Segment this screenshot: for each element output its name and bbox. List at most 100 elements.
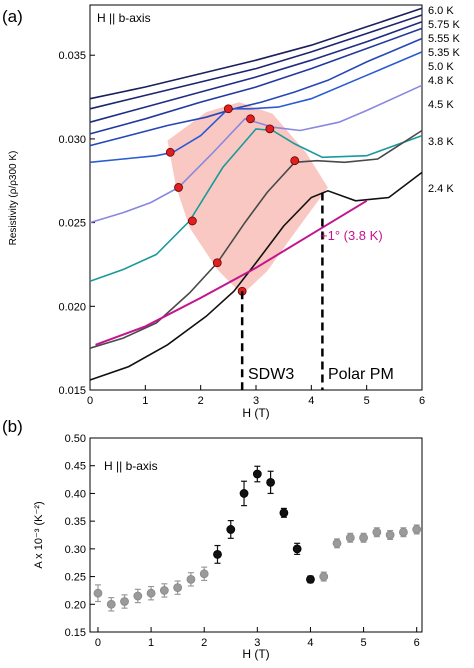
data-point (186, 574, 196, 584)
transition-point (212, 258, 222, 268)
y-tick-label-b: 0.20 (65, 599, 86, 611)
series-line (89, 27, 423, 135)
x-tick-label-a: 1 (142, 395, 148, 407)
y-tick-label-a: 0.025 (58, 218, 86, 230)
data-point (252, 469, 262, 479)
series-line (89, 128, 423, 282)
transition-point (265, 124, 275, 134)
data-point (159, 586, 169, 595)
panel-label-a: (a) (2, 7, 23, 26)
x-tick-label-b: 6 (414, 637, 420, 649)
series-line (89, 129, 423, 349)
panel-b: (b) 0 1 2 3 4 5 60.150.200.250.300.350.400.450… (2, 417, 423, 661)
temperature-label: 5.55 K (428, 33, 460, 45)
phase-label-polar-pm: Polar PM (328, 366, 394, 383)
data-point (120, 597, 129, 606)
data-points-b (93, 465, 422, 612)
data-point (266, 477, 276, 487)
data-point (292, 544, 302, 554)
data-point (332, 538, 342, 548)
y-tick-label-b: 0.30 (65, 544, 86, 556)
x-tick-label-b: 0 (95, 637, 101, 649)
series-lines-a (89, 7, 423, 381)
transition-point (174, 183, 183, 192)
phase-boundaries-a (240, 192, 324, 390)
series-line (89, 84, 423, 224)
temperature-label: 5.75 K (428, 19, 460, 31)
annotation-b: H || b-axis (104, 459, 158, 473)
data-point (93, 588, 103, 598)
sdw3-shaded-region (167, 102, 328, 295)
ylabel-b: A x 10⁻³ (K⁻²) (33, 501, 45, 568)
data-point (399, 527, 408, 537)
y-tick-label-b: 0.40 (65, 488, 86, 500)
axes-b: 0 1 2 3 4 5 6 0.15 0.20 0.25 0.30 0.35 0.40 0.45 0.50 (65, 433, 420, 649)
data-point (359, 533, 368, 543)
temperature-label: 2.4 K (428, 183, 454, 195)
data-point (199, 569, 209, 579)
data-point (133, 591, 143, 601)
x-tick-label-a: 6 (419, 395, 425, 407)
data-point (306, 574, 315, 584)
data-point (412, 525, 422, 534)
series-line (89, 171, 423, 381)
x-tick-label-a: 5 (364, 395, 370, 407)
x-tick-label-b: 2 (201, 637, 207, 649)
y-tick-label-b: 0.50 (65, 433, 86, 445)
x-tick-label-a: 2 (198, 395, 204, 407)
temperature-label: 4.5 K (428, 99, 454, 111)
x-tick-label-b: 4 (307, 637, 313, 649)
series-line (89, 20, 423, 123)
y-tick-label-a: 0.015 (58, 385, 86, 397)
data-point (106, 599, 116, 609)
transition-point (290, 156, 300, 166)
data-point (213, 550, 222, 559)
transition-point (223, 104, 233, 114)
y-tick-label-a: 0.035 (58, 50, 86, 62)
series-line (89, 7, 423, 100)
temperature-labels: 6.0 K 5.75 K 5.55 K 5.35 K 5.0 K 4.8 K 4.5 K 3.… (428, 5, 460, 195)
phase-label-sdw3: SDW3 (248, 366, 294, 383)
data-point (146, 588, 156, 598)
data-point (226, 525, 236, 534)
data-point (385, 530, 395, 540)
series-line (89, 14, 423, 110)
y-tick-label-b: 0.45 (65, 461, 86, 473)
curve-annotation: +1° (3.8 K) (320, 228, 383, 243)
data-point (279, 508, 289, 518)
temperature-label: 3.8 K (428, 136, 454, 148)
x-tick-label-b: 5 (361, 637, 367, 649)
y-tick-label-b: 0.15 (65, 627, 86, 639)
temperature-label: 6.0 K (428, 5, 454, 17)
panel-a: (a) 0 1 2 3 4 5 6 0.015 0.020 0.025 0.030 0.035 H |… (2, 4, 460, 420)
sdw3-region-shape (167, 102, 328, 295)
temperature-label: 4.8 K (428, 75, 454, 87)
y-tick-label-a: 0.030 (58, 134, 86, 146)
x-tick-label-a: 4 (308, 395, 314, 407)
y-tick-label-b: 0.25 (65, 572, 86, 584)
ylabel-a: Resistivity (ρ/ρ300 K) (8, 151, 19, 246)
x-tick-label-a: 3 (253, 395, 259, 407)
data-point (239, 489, 249, 498)
x-tick-label-b: 3 (254, 637, 260, 649)
series-line (89, 37, 423, 147)
data-point (372, 527, 382, 537)
annotation-a: H || b-axis (97, 11, 151, 25)
data-point (319, 572, 329, 581)
x-tick-label-a: 0 (87, 395, 93, 407)
series-line (95, 199, 368, 346)
panel-label-b: (b) (2, 417, 23, 436)
temperature-label: 5.35 K (428, 47, 460, 59)
xlabel-b: H (T) (242, 647, 269, 661)
transition-point (246, 114, 255, 124)
axes-a: 0 1 2 3 4 5 6 0.015 0.020 0.025 0.030 0.035 (58, 50, 425, 407)
transition-points-a (165, 104, 300, 296)
transition-point (187, 216, 197, 226)
xlabel-a: H (T) (242, 406, 269, 420)
data-point (173, 583, 183, 593)
y-tick-label-a: 0.020 (58, 301, 86, 313)
transition-point (165, 147, 175, 157)
y-tick-label-b: 0.35 (65, 516, 86, 528)
